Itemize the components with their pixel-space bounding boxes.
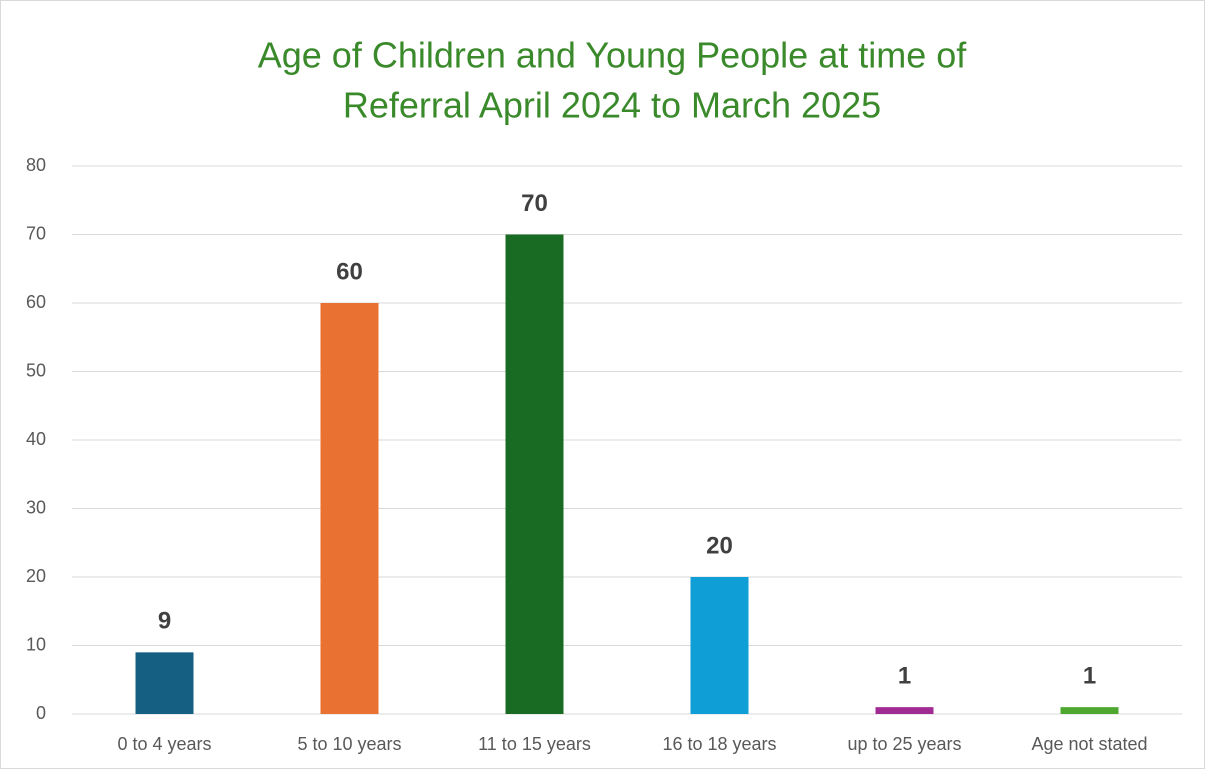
y-tick-label: 10 (26, 634, 46, 654)
y-tick-label: 50 (26, 360, 46, 380)
chart-title: Age of Children and Young People at time… (258, 35, 968, 76)
y-tick-label: 80 (26, 155, 46, 175)
y-tick-label: 40 (26, 429, 46, 449)
data-label: 60 (336, 258, 363, 285)
bar (690, 577, 749, 714)
data-label: 70 (521, 190, 548, 217)
x-tick-label: 11 to 15 years (478, 734, 591, 754)
data-label: 1 (1083, 662, 1096, 689)
x-tick-label: 16 to 18 years (662, 734, 776, 754)
bar (875, 707, 934, 714)
data-label: 20 (706, 532, 733, 559)
bar (135, 652, 194, 714)
x-tick-label: 0 to 4 years (117, 734, 211, 754)
y-tick-label: 70 (26, 223, 46, 243)
y-tick-label: 60 (26, 292, 46, 312)
x-tick-label: 5 to 10 years (297, 734, 401, 754)
x-tick-label: up to 25 years (847, 734, 961, 754)
y-tick-label: 20 (26, 566, 46, 586)
y-tick-label: 30 (26, 497, 46, 517)
data-label: 9 (158, 608, 171, 635)
data-label: 1 (898, 662, 911, 689)
bar (1060, 707, 1119, 714)
y-tick-label: 0 (36, 703, 46, 723)
x-tick-label: Age not stated (1031, 734, 1147, 754)
bar (320, 303, 379, 714)
chart-title: Referral April 2024 to March 2025 (343, 85, 881, 126)
bar (505, 234, 564, 714)
